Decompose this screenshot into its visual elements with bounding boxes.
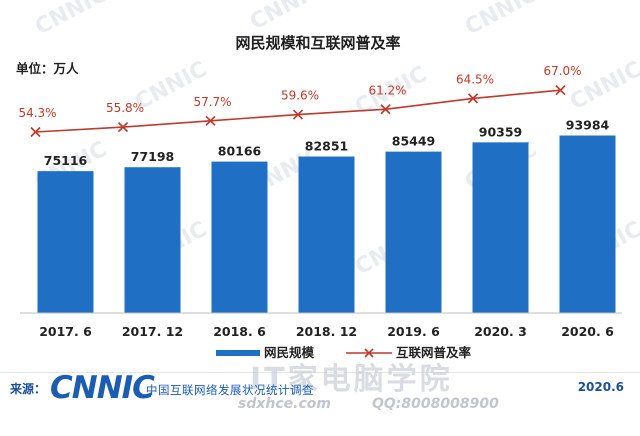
bar-value-label: 85449 <box>392 134 436 149</box>
rate-point-stroke <box>292 109 304 120</box>
watermark-text: CNNIC <box>31 0 111 40</box>
rate-series: 54.3% 55.8% 57.7% 59.6% 61.2% 64.5% 67.0% <box>18 64 582 138</box>
watermark-text: CNNIC <box>461 0 541 40</box>
bar-value-label: 77198 <box>131 149 175 164</box>
watermark-qq: QQ:8008008900 <box>372 396 499 412</box>
x-axis-ticks: 2017. 6 2017. 12 2018. 6 2018. 12 2019. 6 202… <box>39 324 614 339</box>
legend-label-line: 互联网普及率 <box>396 345 472 360</box>
bar <box>559 135 616 313</box>
x-tick-label: 2017. 12 <box>122 324 183 339</box>
chart-title: 网民规模和互联网普及率 <box>235 34 400 52</box>
rate-value-label: 57.7% <box>193 95 231 109</box>
unit-label: 单位：万人 <box>16 61 79 76</box>
rate-value-label: 64.5% <box>456 72 494 86</box>
rate-value-label: 59.6% <box>281 89 319 103</box>
survey-name: 中国互联网络发展状况统计调查 <box>146 383 314 397</box>
bar-value-label: 90359 <box>479 124 523 139</box>
legend: 网民规模 互联网普及率 <box>216 345 472 360</box>
bar <box>298 156 355 313</box>
rate-point-stroke <box>467 93 479 104</box>
rate-point-x-icon <box>555 85 566 96</box>
x-tick-label: 2018. 12 <box>296 324 357 339</box>
bar <box>37 171 94 313</box>
watermark-site: sdxhce.com <box>238 396 331 412</box>
rate-point-x-icon <box>467 93 479 104</box>
bar-value-label: 82851 <box>305 139 349 154</box>
bar-value-label: 75116 <box>44 153 88 168</box>
rate-value-label: 61.2% <box>368 83 406 97</box>
rate-point-x-icon <box>380 104 391 115</box>
footer: IT家电脑学院 sdxhce.com QQ:8008008900 来源： CNN… <box>0 362 640 436</box>
rate-value-label: 67.0% <box>543 64 581 78</box>
legend-marker-x-icon <box>364 348 374 358</box>
rate-point-stroke <box>380 104 391 115</box>
rate-point-x-icon <box>292 109 304 120</box>
rate-point-x-icon <box>205 115 216 126</box>
rate-value-label: 54.3% <box>18 106 56 120</box>
x-tick-label: 2017. 6 <box>39 324 92 339</box>
rate-point-stroke <box>205 115 216 126</box>
x-tick-label: 2020. 6 <box>561 324 614 339</box>
source-label: 来源： <box>10 382 47 396</box>
rate-point-stroke <box>30 126 41 138</box>
cnnic-logo: CNNIC <box>50 370 155 406</box>
bar <box>211 161 268 313</box>
bar <box>472 142 529 313</box>
legend-label-bar: 网民规模 <box>264 345 315 360</box>
footer-divider <box>0 372 640 373</box>
rate-value-label: 55.8% <box>106 101 144 115</box>
bar-series: 75116 77198 80166 82851 85449 90359 93984 <box>37 118 616 313</box>
x-tick-label: 2018. 6 <box>213 324 266 339</box>
bar <box>124 167 181 313</box>
x-tick-label: 2020. 3 <box>474 324 527 339</box>
bar-value-label: 80166 <box>218 144 262 159</box>
report-date: 2020.6 <box>577 380 624 394</box>
watermark-cn: IT家电脑学院 <box>250 362 453 397</box>
rate-point-x-icon <box>117 121 129 133</box>
rate-point-stroke <box>117 121 129 133</box>
watermark-text: CNNIC <box>246 0 326 35</box>
rate-point-x-icon <box>30 126 41 138</box>
rate-point-stroke <box>555 85 566 96</box>
legend-swatch-bar <box>216 350 260 356</box>
x-tick-label: 2019. 6 <box>387 324 440 339</box>
bar <box>385 151 442 313</box>
bar-value-label: 93984 <box>566 118 610 133</box>
